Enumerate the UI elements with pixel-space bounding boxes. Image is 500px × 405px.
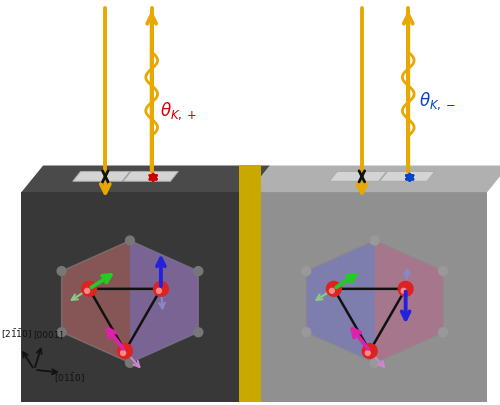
Circle shape xyxy=(118,343,132,358)
Polygon shape xyxy=(72,171,130,181)
Circle shape xyxy=(120,350,126,356)
Text: $\theta_{K,-}$: $\theta_{K,-}$ xyxy=(419,91,456,112)
Circle shape xyxy=(370,236,379,245)
Circle shape xyxy=(370,358,379,367)
Circle shape xyxy=(398,281,413,296)
Polygon shape xyxy=(306,241,443,363)
Polygon shape xyxy=(248,166,500,192)
Circle shape xyxy=(156,288,162,293)
Circle shape xyxy=(126,358,134,367)
Circle shape xyxy=(362,343,377,358)
Circle shape xyxy=(154,281,168,296)
Polygon shape xyxy=(22,192,248,402)
Circle shape xyxy=(57,266,66,275)
Circle shape xyxy=(326,281,342,296)
Circle shape xyxy=(57,328,66,337)
Polygon shape xyxy=(62,241,198,363)
Circle shape xyxy=(84,288,89,293)
Polygon shape xyxy=(330,171,386,181)
Text: $\theta_{K,+}$: $\theta_{K,+}$ xyxy=(160,100,196,122)
Polygon shape xyxy=(130,241,198,363)
Polygon shape xyxy=(123,171,178,181)
Circle shape xyxy=(302,328,311,337)
Circle shape xyxy=(126,236,134,245)
Polygon shape xyxy=(22,166,270,192)
Circle shape xyxy=(82,281,96,296)
Text: [2$\bar{1}\bar{1}$0]: [2$\bar{1}\bar{1}$0] xyxy=(1,327,32,341)
Circle shape xyxy=(302,266,311,275)
Circle shape xyxy=(330,288,334,293)
Text: [0001]: [0001] xyxy=(33,330,63,339)
Polygon shape xyxy=(238,166,261,402)
Circle shape xyxy=(438,328,448,337)
Circle shape xyxy=(401,288,406,293)
Circle shape xyxy=(438,266,448,275)
Circle shape xyxy=(194,328,203,337)
Circle shape xyxy=(194,266,203,275)
Circle shape xyxy=(366,350,370,356)
Text: [01$\bar{1}$0]: [01$\bar{1}$0] xyxy=(54,372,86,386)
Polygon shape xyxy=(374,241,443,363)
Polygon shape xyxy=(248,192,487,402)
Polygon shape xyxy=(380,171,435,181)
